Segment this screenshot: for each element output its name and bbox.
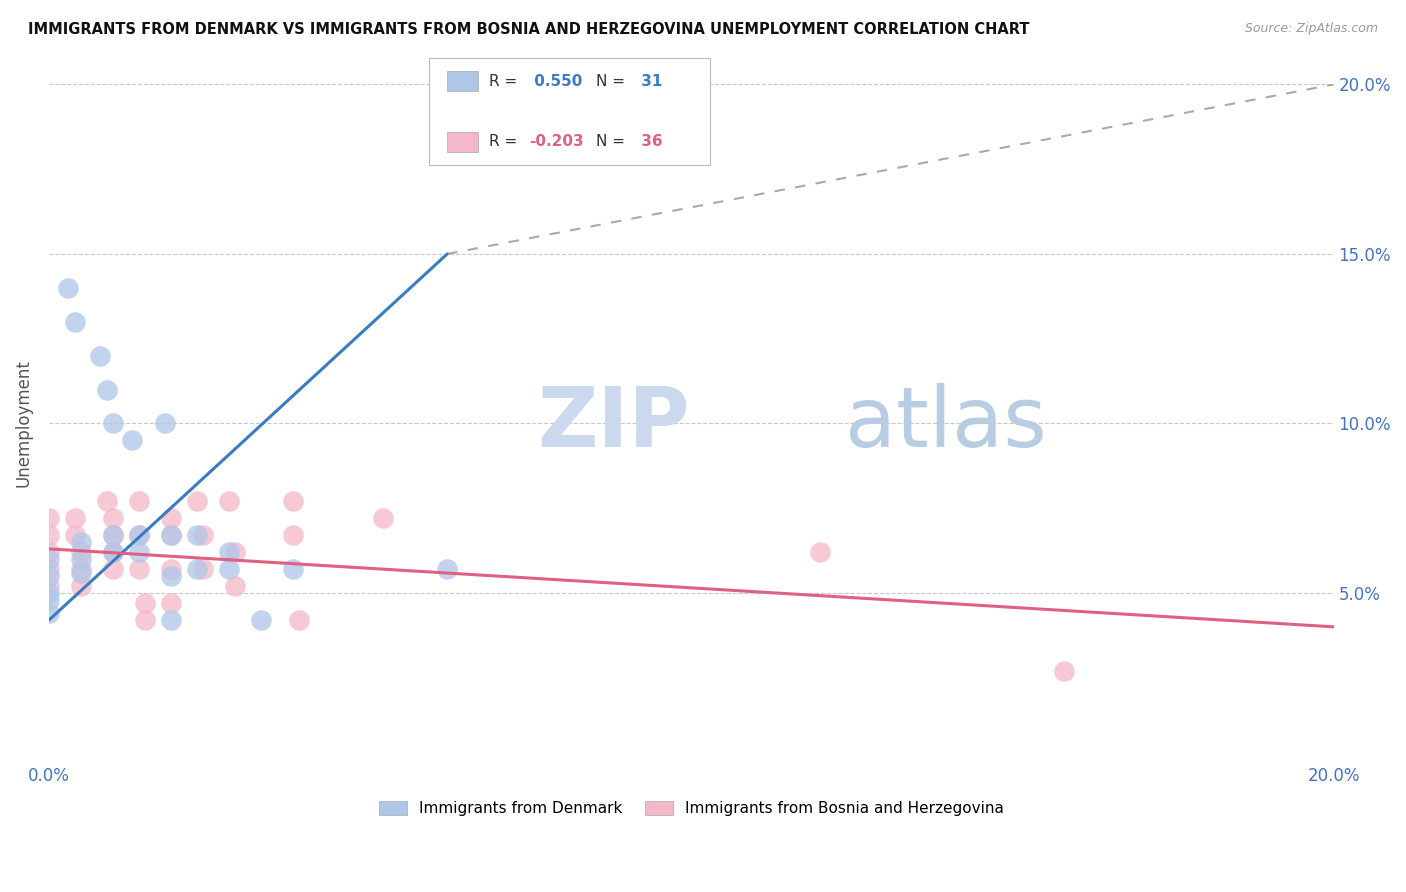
Point	[281, 562, 304, 576]
Point	[160, 528, 183, 542]
Point	[128, 494, 150, 508]
Point	[134, 613, 156, 627]
Point	[218, 562, 240, 576]
Point	[89, 349, 111, 363]
Point	[58, 281, 80, 295]
Point	[191, 528, 214, 542]
Point	[160, 511, 183, 525]
Point	[1053, 664, 1076, 678]
Text: R =: R =	[489, 74, 523, 88]
Point	[38, 562, 60, 576]
Text: -0.203: -0.203	[529, 135, 583, 149]
Point	[128, 528, 150, 542]
Point	[103, 528, 125, 542]
Point	[70, 566, 93, 580]
Point	[38, 511, 60, 525]
Point	[288, 613, 311, 627]
Point	[96, 494, 118, 508]
Text: 36: 36	[636, 135, 662, 149]
Point	[103, 562, 125, 576]
Text: 31: 31	[636, 74, 662, 88]
Point	[281, 494, 304, 508]
Y-axis label: Unemployment: Unemployment	[15, 359, 32, 487]
Point	[281, 528, 304, 542]
Point	[38, 579, 60, 593]
Point	[160, 596, 183, 610]
Point	[218, 494, 240, 508]
Point	[191, 562, 214, 576]
Point	[38, 545, 60, 559]
Point	[436, 562, 458, 576]
Point	[63, 315, 86, 329]
Point	[38, 607, 60, 621]
Point	[186, 494, 208, 508]
Point	[103, 545, 125, 559]
Legend: Immigrants from Denmark, Immigrants from Bosnia and Herzegovina: Immigrants from Denmark, Immigrants from…	[373, 796, 1010, 822]
Point	[70, 552, 93, 566]
Text: IMMIGRANTS FROM DENMARK VS IMMIGRANTS FROM BOSNIA AND HERZEGOVINA UNEMPLOYMENT C: IMMIGRANTS FROM DENMARK VS IMMIGRANTS FR…	[28, 22, 1029, 37]
Point	[371, 511, 394, 525]
Point	[160, 613, 183, 627]
Point	[63, 511, 86, 525]
Text: N =: N =	[596, 74, 630, 88]
Text: 0.550: 0.550	[529, 74, 582, 88]
Point	[186, 528, 208, 542]
Point	[808, 545, 831, 559]
Point	[103, 528, 125, 542]
Point	[38, 586, 60, 600]
Point	[63, 528, 86, 542]
Point	[128, 545, 150, 559]
Point	[70, 535, 93, 549]
Point	[121, 434, 143, 448]
Point	[70, 579, 93, 593]
Point	[160, 562, 183, 576]
Text: ZIP: ZIP	[537, 383, 690, 464]
Text: Source: ZipAtlas.com: Source: ZipAtlas.com	[1244, 22, 1378, 36]
Point	[218, 545, 240, 559]
Point	[38, 528, 60, 542]
Point	[70, 562, 93, 576]
Point	[153, 417, 176, 431]
Point	[38, 592, 60, 607]
Text: R =: R =	[489, 135, 523, 149]
Point	[70, 545, 93, 559]
Point	[134, 596, 156, 610]
Text: N =: N =	[596, 135, 630, 149]
Point	[583, 125, 606, 139]
Point	[103, 511, 125, 525]
Text: atlas: atlas	[845, 383, 1047, 464]
Point	[96, 383, 118, 397]
Point	[38, 552, 60, 566]
Point	[128, 528, 150, 542]
Point	[224, 545, 246, 559]
Point	[103, 545, 125, 559]
Point	[103, 417, 125, 431]
Point	[250, 613, 273, 627]
Point	[160, 569, 183, 583]
Point	[160, 528, 183, 542]
Point	[186, 562, 208, 576]
Point	[128, 562, 150, 576]
Point	[38, 569, 60, 583]
Point	[224, 579, 246, 593]
Point	[616, 108, 638, 122]
